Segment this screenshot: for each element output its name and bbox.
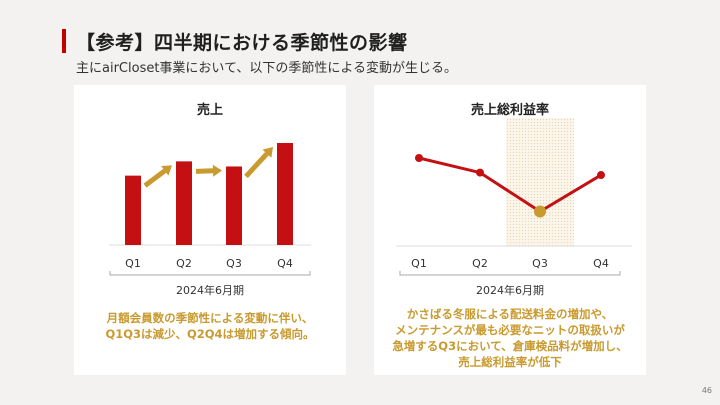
trend-arrow <box>244 151 269 179</box>
sales-bar-chart <box>109 143 311 276</box>
gross-margin-note-line: メンテナンスが最も必要なニットの取扱いが <box>395 323 625 337</box>
trend-arrow <box>143 168 167 188</box>
sales-bar <box>125 175 141 245</box>
x-tick-label: Q2 <box>472 257 488 270</box>
sales-note-line: 月額会員数の季節性による変動に伴い、 <box>106 311 314 325</box>
sales-note-line: Q1Q3は減少、Q2Q4は増加する傾向。 <box>105 327 315 341</box>
q3-highlight-band <box>506 118 574 246</box>
sales-bar <box>226 166 242 245</box>
period-bracket <box>399 271 621 276</box>
gross-margin-note-line: かさばる冬服による配送料金の増加や、 <box>406 307 614 321</box>
x-tick-label: Q1 <box>125 257 141 270</box>
data-point <box>597 171 605 180</box>
x-tick-label: Q1 <box>411 257 427 270</box>
gross-margin-note-line: 売上総利益率が低下 <box>458 355 562 369</box>
period-label: 2024年6月期 <box>176 284 244 297</box>
trend-arrow-head <box>262 147 273 158</box>
highlight-data-point <box>534 205 546 218</box>
data-point <box>476 168 484 177</box>
page-subtitle: 主にairCloset事業において、以下の季節性による変動が生じる。 <box>76 61 458 76</box>
sales-card-title: 売上 <box>196 103 223 118</box>
gross-margin-card: 売上総利益率 Q1 Q2 Q3 Q4 2024年6月期 かさばる冬服による配送料… <box>374 85 646 375</box>
x-tick-label: Q4 <box>593 257 609 270</box>
x-tick-label: Q2 <box>176 257 192 270</box>
gross-margin-line-chart <box>396 118 632 276</box>
x-tick-label: Q3 <box>226 257 242 270</box>
data-point <box>415 154 423 162</box>
gross-margin-line <box>418 156 602 214</box>
sales-bar <box>277 143 293 245</box>
trend-arrow <box>195 168 214 174</box>
sales-card: 売上 Q1 Q2 Q3 Q4 2024年6月期 月額会員数の季節性による変動に伴… <box>74 85 346 375</box>
title-accent-bar <box>62 29 66 53</box>
page-title: 【参考】四半期における季節性の影響 <box>76 32 408 54</box>
x-tick-label: Q3 <box>532 257 548 270</box>
gross-margin-card-title: 売上総利益率 <box>470 103 549 118</box>
x-tick-label: Q4 <box>277 257 293 270</box>
trend-arrow-head <box>212 164 222 177</box>
period-bracket <box>109 271 311 276</box>
period-label: 2024年6月期 <box>476 284 544 297</box>
sales-bar <box>176 161 192 245</box>
trend-arrow-head <box>161 165 172 176</box>
page-number: 46 <box>701 386 712 395</box>
gross-margin-note-line: 急増するQ3において、倉庫検品料が増加し、 <box>392 339 628 353</box>
